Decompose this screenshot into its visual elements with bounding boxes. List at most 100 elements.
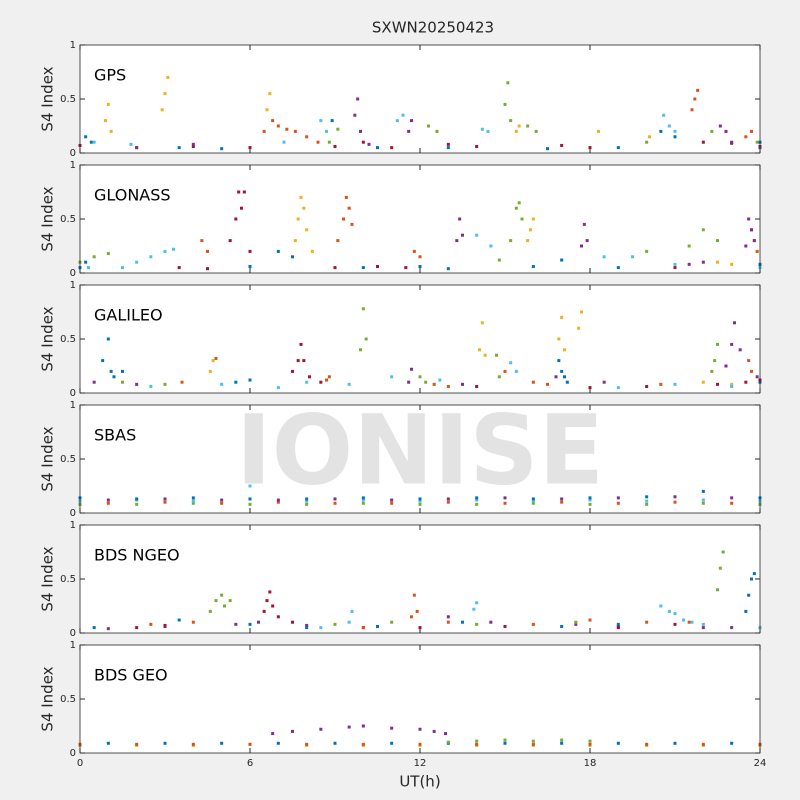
data-point [228, 239, 232, 243]
data-point [461, 233, 464, 237]
data-point [662, 113, 666, 117]
data-point [446, 620, 450, 624]
data-point [333, 622, 337, 626]
data-point [750, 129, 753, 133]
data-point [248, 484, 252, 488]
data-point [291, 729, 294, 733]
data-point [747, 593, 751, 597]
data-point [673, 741, 677, 745]
data-point [316, 140, 320, 144]
data-point [616, 501, 620, 505]
data-point [237, 190, 241, 194]
data-point [356, 97, 360, 101]
axes-box [79, 404, 761, 514]
panel-label: BDS NGEO [94, 546, 180, 565]
data-point [427, 124, 430, 128]
data-point [163, 500, 167, 504]
data-point [738, 348, 742, 352]
data-point [534, 129, 538, 133]
data-point [361, 140, 365, 144]
data-point [588, 496, 592, 500]
y-tick-label: 0 [70, 628, 76, 639]
data-point [673, 266, 677, 270]
x-tick-label: 12 [414, 758, 427, 769]
data-point [404, 266, 408, 270]
data-point [191, 742, 195, 746]
data-point [574, 622, 578, 626]
panel-label: GPS [94, 66, 126, 85]
axes-box [79, 284, 761, 394]
data-point [163, 382, 167, 386]
data-point [744, 380, 748, 384]
data-point [106, 501, 110, 505]
data-point [262, 129, 266, 133]
data-point [432, 729, 436, 733]
data-point [730, 741, 734, 745]
data-point [645, 249, 649, 253]
data-point [730, 382, 734, 386]
y-tick-label: 0 [70, 508, 76, 519]
data-point [503, 625, 507, 629]
data-point [234, 380, 238, 384]
data-point [438, 378, 442, 382]
data-point [514, 129, 518, 133]
data-point [305, 626, 309, 630]
data-point [206, 249, 209, 253]
y-axis-label: S4 Index [39, 186, 57, 251]
data-point [750, 577, 753, 581]
data-point [560, 741, 564, 745]
data-point [497, 258, 501, 262]
data-point [560, 369, 564, 373]
data-point [531, 265, 535, 269]
data-point [472, 607, 476, 611]
data-point [407, 380, 411, 384]
data-point [285, 127, 289, 131]
data-point [163, 249, 167, 253]
data-point [293, 239, 297, 243]
data-point [191, 499, 195, 503]
data-point [319, 119, 323, 123]
data-point [701, 260, 705, 264]
data-point [577, 326, 581, 330]
data-point [319, 727, 323, 731]
data-point [206, 267, 209, 271]
data-point [92, 626, 96, 630]
data-point [701, 742, 705, 746]
data-point [333, 145, 337, 149]
data-point [718, 124, 722, 128]
data-point [214, 599, 218, 603]
data-point [509, 361, 513, 365]
axes-background [80, 405, 760, 513]
data-point [418, 727, 422, 731]
data-point [631, 255, 634, 259]
data-point [446, 740, 450, 744]
data-point [172, 247, 175, 251]
data-point [560, 500, 564, 504]
y-tick-label: 1 [70, 40, 76, 51]
data-point [109, 129, 113, 133]
data-point [696, 88, 700, 92]
data-point [503, 501, 507, 505]
data-point [730, 385, 734, 389]
data-point [755, 249, 759, 253]
data-point [234, 217, 238, 221]
data-point [418, 255, 422, 259]
data-point [602, 255, 606, 259]
data-point [701, 622, 705, 626]
data-point [410, 367, 413, 371]
data-point [135, 382, 139, 386]
data-point [160, 108, 164, 112]
data-point [234, 622, 238, 626]
data-point [480, 321, 484, 325]
data-point [149, 255, 153, 259]
data-point [359, 348, 362, 352]
data-point [690, 108, 694, 112]
data-point [475, 145, 479, 149]
data-point [489, 244, 493, 248]
data-point [721, 550, 725, 554]
data-point [747, 217, 751, 221]
data-point [418, 375, 422, 379]
data-point [412, 249, 416, 253]
data-point [616, 146, 620, 150]
data-point [730, 501, 734, 505]
